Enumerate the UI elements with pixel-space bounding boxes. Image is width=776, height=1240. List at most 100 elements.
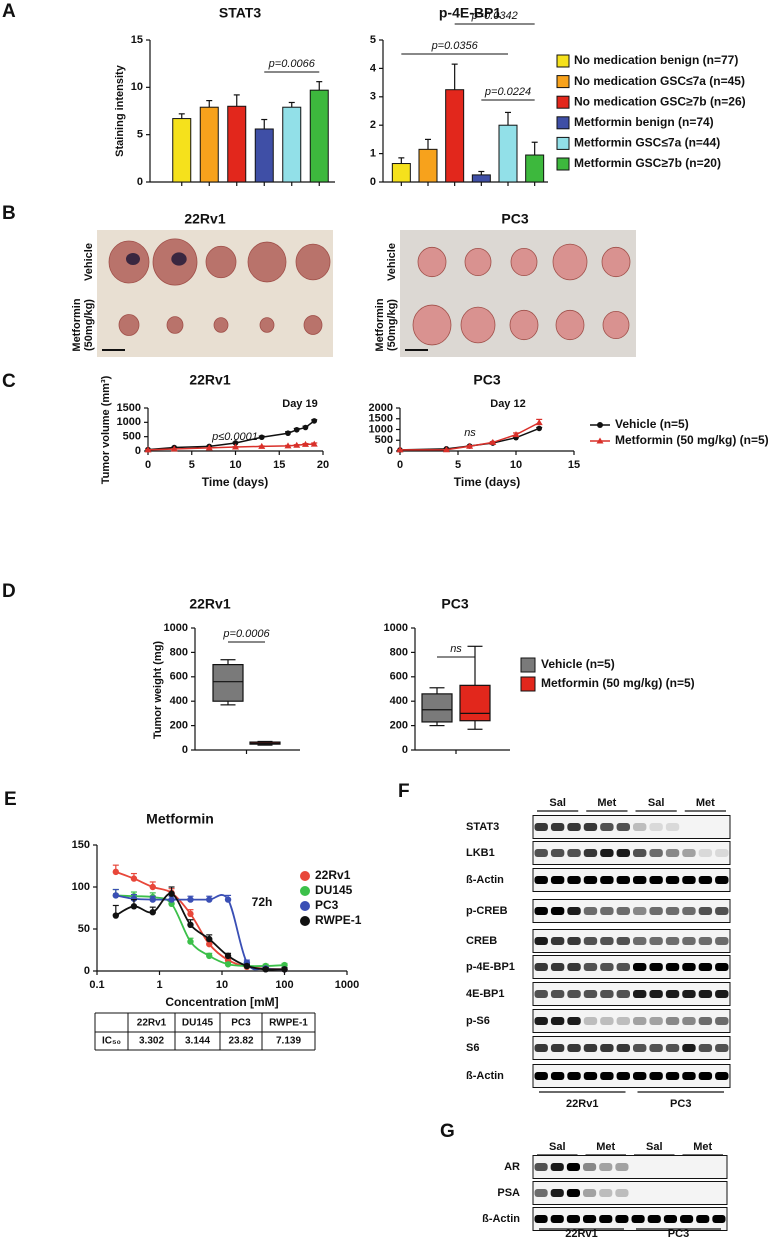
fit-curve [115,894,285,968]
blot-band [600,876,614,884]
blot-band [649,963,663,971]
blot-band [633,1017,647,1025]
data-point [262,966,269,973]
blot-band [715,876,729,884]
x-tick-label: 10 [510,459,522,471]
blot-strip [532,1036,731,1060]
y-tick-label: 500 [375,434,393,446]
blot-band [583,876,598,884]
legend-swatch [556,95,570,109]
blot-band [534,876,548,884]
blot-band [534,1163,548,1171]
blot-band [616,1044,630,1052]
lane-header: Sal [549,797,566,809]
legend-swatch [556,157,570,171]
bar [254,128,274,183]
tumor [295,243,331,281]
y-tick-label: 0 [137,176,143,188]
data-point [310,440,318,447]
blot-band [583,1017,598,1025]
blot-band [633,907,647,915]
data-point [205,444,213,451]
legend-label: Metformin benign (n=74) [574,115,714,129]
blot-band [665,849,680,857]
blot-band [649,1017,663,1025]
blot-band [665,937,680,945]
data-point [243,962,251,970]
tumor [509,309,539,341]
blot-band [715,990,729,998]
data-point [206,935,213,943]
blot-band [583,823,598,831]
blot-band [600,1017,614,1025]
x-tick-label: 0.1 [89,979,104,991]
y-tick-label: 0 [135,445,141,457]
blot-band [615,1189,629,1197]
blot-band [616,963,630,971]
blot-band [534,1044,548,1052]
blot-label: p-CREB [466,905,508,917]
group-label: 22Rv1 [566,1098,598,1110]
blot-band [649,849,663,857]
bar [418,148,438,183]
blot-band [715,937,729,945]
lane-header: Met [696,797,715,809]
y-tick-label: 5 [137,129,143,141]
blot-band [567,823,581,831]
data-point [512,431,520,438]
data-point [224,896,232,903]
data-point [206,896,213,903]
significance-label: p=0.0356 [431,40,479,52]
blot-band [550,849,565,857]
y-tick-label: 4 [370,62,377,74]
blot-band [633,823,647,831]
data-point [536,425,542,432]
y-tick-label: 2000 [369,402,393,414]
y-tick-label: 1 [370,148,376,160]
blot-band [698,1017,713,1025]
blot-band [698,876,713,884]
blot-strip [532,982,731,1006]
chart-title: PC3 [441,596,468,612]
tumor-spot [171,252,187,266]
legend-label: Metformin (50 mg/kg) (n=5) [541,676,695,690]
blot-band [616,907,630,915]
bar [282,106,302,183]
table-header: 22Rv1 [137,1018,167,1029]
blot-band [698,937,713,945]
bar [172,118,192,183]
tumor [118,314,140,336]
tumor [552,243,588,281]
blot-label: PSA [497,1187,520,1199]
legend-marker [596,437,604,444]
blot-band [696,1215,710,1223]
chart-title: PC3 [473,372,500,388]
legend-label: 22Rv1 [315,868,351,882]
legend-label: RWPE-1 [315,913,362,927]
blot-band [583,937,598,945]
blot-band [567,876,581,884]
blot-band [599,1189,613,1197]
tumor [166,316,184,334]
panel-label: G [440,1121,455,1142]
panel-label: A [2,1,16,22]
blot-label: 4E-BP1 [466,988,505,1000]
blot-band [649,937,663,945]
blot-band [698,1072,713,1080]
y-tick-label: 15 [131,34,143,46]
tumor [602,310,630,340]
y-tick-label: 1000 [117,416,141,428]
data-point [535,419,543,426]
blot-band [715,849,729,857]
x-tick-label: 5 [189,459,195,471]
bar [391,163,411,183]
bar [309,89,329,183]
blot-band [600,849,614,857]
legend-marker [300,916,310,926]
tumor [555,309,585,341]
blot-band [649,1044,663,1052]
data-point [489,438,497,445]
blot-band [665,1017,680,1025]
legend-swatch [556,116,570,130]
x-axis-label: Time (days) [202,475,268,489]
